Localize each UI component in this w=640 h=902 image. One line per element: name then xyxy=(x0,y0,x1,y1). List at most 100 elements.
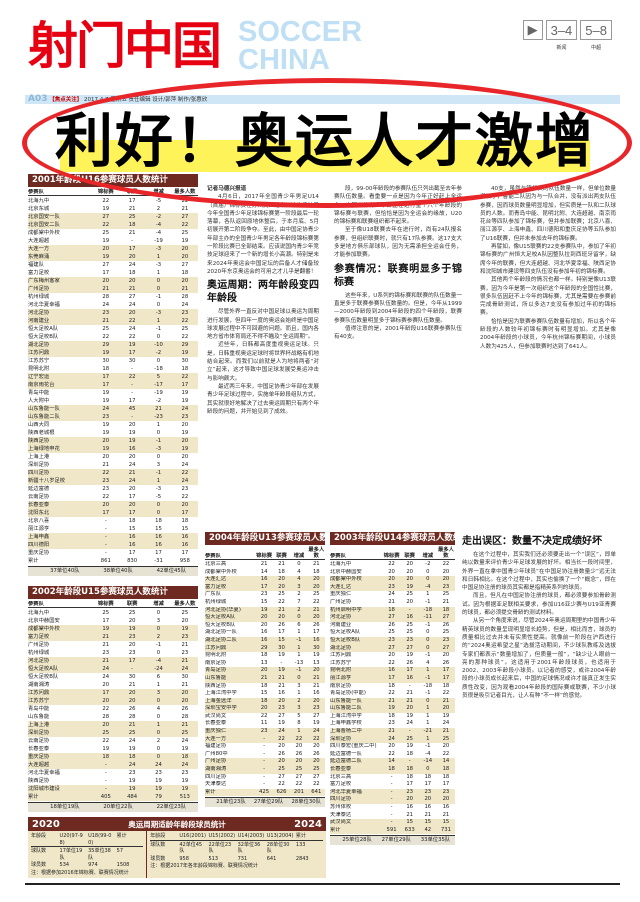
table-cell: 17 xyxy=(181,382,189,388)
table-cell: 恒大足校B队 xyxy=(205,621,236,628)
table-cell: 0 xyxy=(426,697,430,704)
table-cell: 19 xyxy=(181,390,189,396)
table-cell: 20 xyxy=(312,667,320,674)
nav-label: 中超 xyxy=(591,45,602,51)
table-cell: 25 xyxy=(406,629,414,636)
table-cell: 30 xyxy=(181,358,189,364)
table-cell: 20 xyxy=(278,576,285,583)
table-row: 河南建业 26 25 -1 26 xyxy=(330,622,455,630)
table-cell: 5 xyxy=(156,374,161,380)
table-cell: 0 xyxy=(426,644,430,651)
table-row: 富力足校 17 18 1 18 xyxy=(28,269,198,277)
table-cell: 19 xyxy=(128,778,136,784)
table-cell: 3 xyxy=(297,583,301,590)
table-cell: 北京国安一队 xyxy=(28,214,60,220)
table-cell: 21 xyxy=(128,286,136,292)
table-cell: 20 xyxy=(442,576,450,583)
table-cell: 20 xyxy=(312,697,320,704)
table-cell: 42 xyxy=(424,826,432,833)
table-cell: 18 xyxy=(260,697,268,704)
table-row: 上海江湾中学 18 19 1 19 xyxy=(330,713,455,721)
table-cell: -4 xyxy=(425,750,431,757)
table-cell: 0 xyxy=(426,629,430,636)
table-cell: - xyxy=(390,804,393,810)
table-cell: 20 xyxy=(312,614,320,621)
table-cell: 1 xyxy=(426,735,430,742)
table-cell: 2 xyxy=(156,738,161,744)
table-cell: 4 xyxy=(297,576,301,583)
table-cell: 24 xyxy=(442,720,450,727)
table-cell: 青岛中能 xyxy=(28,706,50,712)
bottom-rule xyxy=(25,883,620,885)
summary-cell: 641 xyxy=(266,855,277,862)
table-cell: 23 xyxy=(102,486,110,492)
table-cell: 22 xyxy=(260,712,268,719)
play-icon[interactable]: ▶ xyxy=(522,20,543,40)
table-cell: 19 xyxy=(102,746,110,752)
table-cell: 26 xyxy=(442,659,450,666)
table-row: 北海九中 25 25 0 25 xyxy=(28,609,198,617)
table-cell: 21 xyxy=(181,722,189,728)
table-cell: 20 xyxy=(312,758,320,765)
table-cell: 山东鲁能二队 xyxy=(330,705,362,712)
table-cell: -18 xyxy=(154,366,163,372)
table-row: 深圳足协 24 25 1 25 xyxy=(330,735,455,744)
table-cell: 16 xyxy=(181,542,189,548)
table-cell: 1 xyxy=(156,478,161,484)
table-cell: 23 xyxy=(181,310,189,316)
paragraph: 再譬如，像U15联赛的22支参赛队中，参加了年初锦标赛的广州恒大足校A队因整队拉… xyxy=(480,244,616,275)
table-cell: 陕西足协 xyxy=(28,778,50,784)
table-cell: 20 xyxy=(181,438,189,444)
table-cell: 0 xyxy=(426,766,430,773)
table-cell: - xyxy=(104,542,107,548)
table-row: 深圳宝安中学 20 23 3 23 xyxy=(205,705,325,713)
table-cell: 21 xyxy=(181,658,189,664)
table-cell: 25 xyxy=(442,629,450,636)
table-cell: 19 xyxy=(102,390,110,396)
table-row: 恒大足校B队 23 23 0 23 xyxy=(330,636,455,645)
table-cell: 16 xyxy=(406,614,414,621)
table-cell: 18 xyxy=(442,606,450,613)
table-cell: 上海申鑫学校 xyxy=(330,720,362,727)
table-cell: 19 xyxy=(181,238,189,244)
table-cell: 15 xyxy=(260,598,268,605)
table-cell: -1 xyxy=(425,674,431,681)
table-row: 四川足协 - 20 20 20 xyxy=(330,796,455,804)
table-row: 苏州体校 - 16 16 16 xyxy=(330,804,455,812)
table-cell: 杭州绿城 xyxy=(28,650,50,656)
nav-pages-5-8[interactable]: 5–8 xyxy=(580,20,612,40)
summary-cell: U13(2004) xyxy=(266,833,294,839)
table-cell: 23 xyxy=(128,634,136,640)
table-cell: -18 xyxy=(423,682,433,689)
table-cell: 13 xyxy=(312,659,320,666)
table-cell: 22 xyxy=(278,781,285,788)
table-row: 长春亚泰 19 19 0 19 xyxy=(28,745,198,753)
table-cell: - xyxy=(390,811,393,818)
table-cell: - xyxy=(263,735,266,742)
table-cell: 四川泰宏(重庆二中) xyxy=(330,743,377,750)
table-cell: 13 xyxy=(260,659,268,666)
footer-cell: 25单位28队 xyxy=(342,837,372,844)
table-cell: 16 xyxy=(155,534,162,540)
table-cell: -21 xyxy=(423,728,433,735)
table-cell: 26 xyxy=(128,706,136,712)
footer-cell: 27单位29队 xyxy=(253,799,284,806)
table-row: 四川德阳 - 16 16 16 xyxy=(28,541,198,549)
table-cell: 24 xyxy=(128,478,136,484)
table-row: 北京三高 21 21 0 21 xyxy=(205,561,325,569)
table-cell: 25 xyxy=(406,591,414,598)
table-cell: 2 xyxy=(156,634,161,640)
nav-pages-3-4[interactable]: 3–4 xyxy=(545,20,578,40)
table-cell: 北京八喜 xyxy=(28,518,50,524)
table-cell: 成都棠中外校 xyxy=(28,230,60,236)
summary-cell: U14(2003) xyxy=(237,833,265,839)
table-cell: 20 xyxy=(442,705,450,712)
table-cell: -10 xyxy=(154,342,163,348)
table-cell: 1 xyxy=(297,629,301,636)
table-row: 重庆足协 - 17 17 17 xyxy=(28,549,198,557)
footer-cell: 42单位45队 xyxy=(156,568,187,574)
table-cell: -1 xyxy=(425,743,431,750)
table-cell: 19 xyxy=(181,786,189,792)
table-row: 武汉尚文 - 15 15 15 xyxy=(330,819,455,827)
table-cell: 20 xyxy=(388,652,395,659)
